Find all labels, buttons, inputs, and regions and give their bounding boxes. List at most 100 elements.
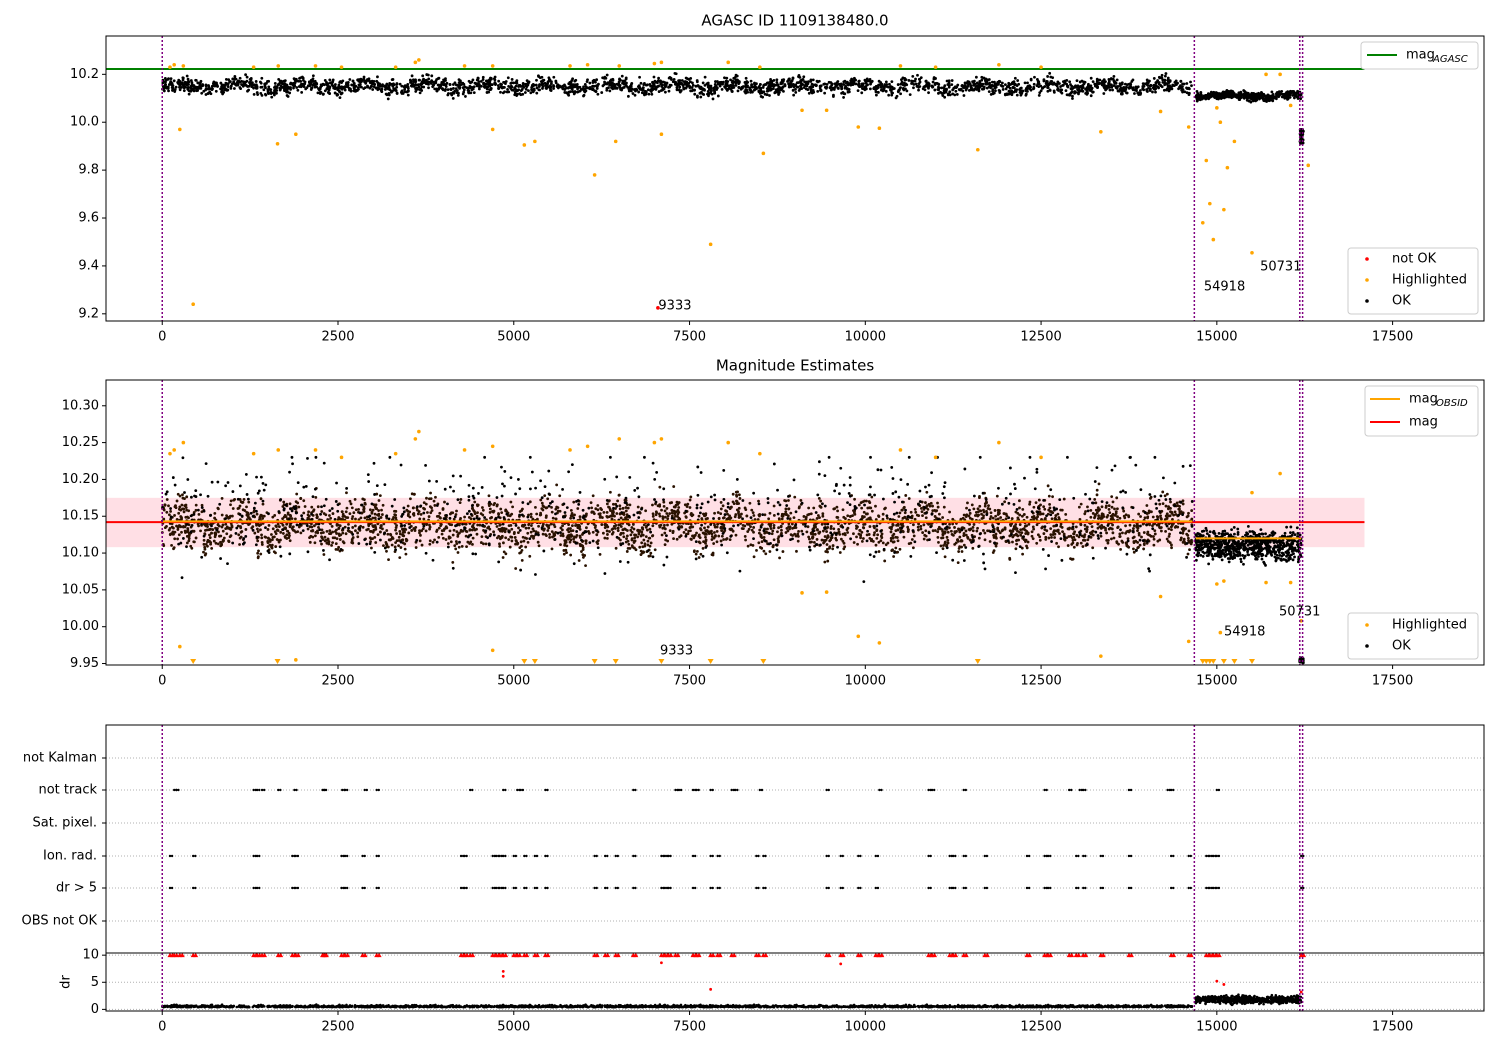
ok-point <box>688 84 691 88</box>
ok-point <box>1057 545 1060 549</box>
ok-point <box>550 530 554 533</box>
ok-point <box>222 536 226 540</box>
highlighted-point <box>1211 237 1216 242</box>
ok-point <box>545 84 549 88</box>
ok-point <box>295 86 299 89</box>
ok-point <box>421 527 425 531</box>
plot-area <box>106 380 1365 665</box>
ok-point <box>1044 81 1048 85</box>
ok-point <box>1032 82 1036 86</box>
ok-point <box>1145 78 1149 82</box>
ok-point <box>483 83 487 86</box>
ok-point <box>1185 86 1188 90</box>
ok-point <box>365 528 369 532</box>
ok-point <box>366 84 369 88</box>
ok-point <box>874 88 878 91</box>
ok-point <box>569 90 572 94</box>
ok-point <box>899 92 902 96</box>
ok-point <box>535 78 538 82</box>
ok-point <box>630 526 634 529</box>
ok-point <box>787 85 791 89</box>
ok-point <box>868 78 872 81</box>
ok-point <box>184 531 187 534</box>
ok-point <box>200 91 204 95</box>
ok-point <box>541 82 545 86</box>
highlighted-point <box>522 143 527 147</box>
ok-point <box>852 81 856 85</box>
legend-subscript: AGASC <box>1432 54 1468 65</box>
ok-point <box>1215 97 1219 101</box>
ok-point <box>173 537 177 541</box>
ok-point <box>689 89 693 93</box>
ok-point <box>904 78 908 81</box>
ok-point <box>926 81 930 85</box>
ok-point <box>242 80 246 84</box>
ok-point <box>500 511 504 515</box>
ok-point <box>1152 77 1156 80</box>
ok-point <box>983 504 987 508</box>
ok-point <box>636 535 640 539</box>
ok-point <box>1220 93 1223 96</box>
ok-point <box>1141 82 1145 86</box>
ok-point <box>1046 86 1050 90</box>
ok-point <box>317 526 320 529</box>
ok-point <box>480 535 484 539</box>
ok-point <box>514 84 518 88</box>
ok-point <box>398 532 402 536</box>
ok-point <box>1046 75 1050 78</box>
ok-point <box>1158 526 1162 530</box>
ok-point <box>375 79 379 83</box>
ok-point <box>648 82 652 86</box>
ok-point <box>616 529 620 532</box>
ok-point <box>965 506 968 510</box>
ok-point <box>210 531 213 535</box>
ok-point <box>230 525 234 529</box>
ok-point <box>718 83 722 87</box>
ok-point <box>394 526 398 530</box>
ok-point <box>924 529 928 533</box>
ok-point <box>399 546 403 549</box>
ok-point <box>1198 98 1202 102</box>
ok-point <box>445 526 449 530</box>
ok-point <box>1113 507 1116 511</box>
ok-point <box>1145 504 1149 507</box>
ok-point <box>764 552 768 556</box>
ok-point <box>385 529 389 532</box>
ok-point <box>548 86 552 90</box>
ok-point <box>818 86 822 90</box>
ok-point <box>497 86 501 89</box>
ok-point <box>461 92 465 96</box>
ok-point <box>1004 517 1008 521</box>
ok-point <box>362 508 366 511</box>
ok-point <box>649 551 653 555</box>
ok-point <box>772 83 776 87</box>
ok-point <box>411 82 415 86</box>
ok-point <box>621 86 625 90</box>
ok-point <box>737 511 740 515</box>
ok-point <box>344 510 348 514</box>
ok-point <box>323 78 327 82</box>
ok-point <box>1124 85 1128 89</box>
ok-point <box>1143 516 1147 520</box>
ok-point <box>464 95 467 98</box>
ok-point <box>608 89 612 93</box>
ok-point <box>901 76 905 80</box>
ok-point <box>1035 541 1039 545</box>
ok-point <box>304 87 308 91</box>
highlighted-point <box>191 302 195 307</box>
ok-point <box>296 88 300 92</box>
ok-point <box>874 504 877 508</box>
ok-point <box>370 511 374 515</box>
ok-point <box>1179 80 1183 83</box>
ok-point <box>1021 507 1025 511</box>
ok-point <box>260 543 264 546</box>
ok-point <box>1149 84 1153 88</box>
ok-point <box>725 80 728 84</box>
ok-point <box>688 506 692 509</box>
ok-point <box>824 86 828 90</box>
highlighted-point <box>294 132 298 136</box>
ok-point <box>1066 93 1070 97</box>
ok-point <box>943 555 947 559</box>
ok-point <box>792 516 796 520</box>
ok-point <box>1013 83 1016 87</box>
